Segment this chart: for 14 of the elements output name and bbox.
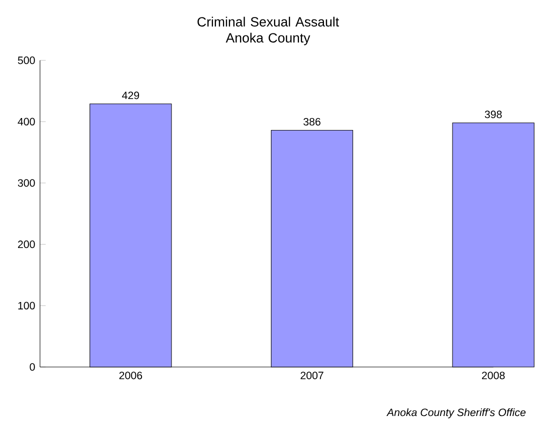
y-tick-label: 0: [30, 363, 35, 371]
text: Anoka County Sheriff's Office: [386, 408, 526, 418]
data-label: 429: [122, 92, 140, 100]
y-tick-label: 400: [18, 118, 35, 126]
y-tick-label: 300: [18, 179, 35, 187]
y-tick-label: 200: [18, 240, 35, 248]
x-tick-label: 2007: [300, 372, 324, 380]
x-tick-label: 2008: [482, 372, 505, 380]
x-tick-label: 2006: [119, 372, 142, 380]
chart-title: Criminal Sexual Assault Anoka County: [198, 16, 340, 46]
y-tick-label: 100: [18, 302, 35, 310]
y-tick-label: 500: [18, 56, 35, 64]
data-label: 386: [304, 118, 320, 126]
data-label: 398: [484, 110, 502, 118]
